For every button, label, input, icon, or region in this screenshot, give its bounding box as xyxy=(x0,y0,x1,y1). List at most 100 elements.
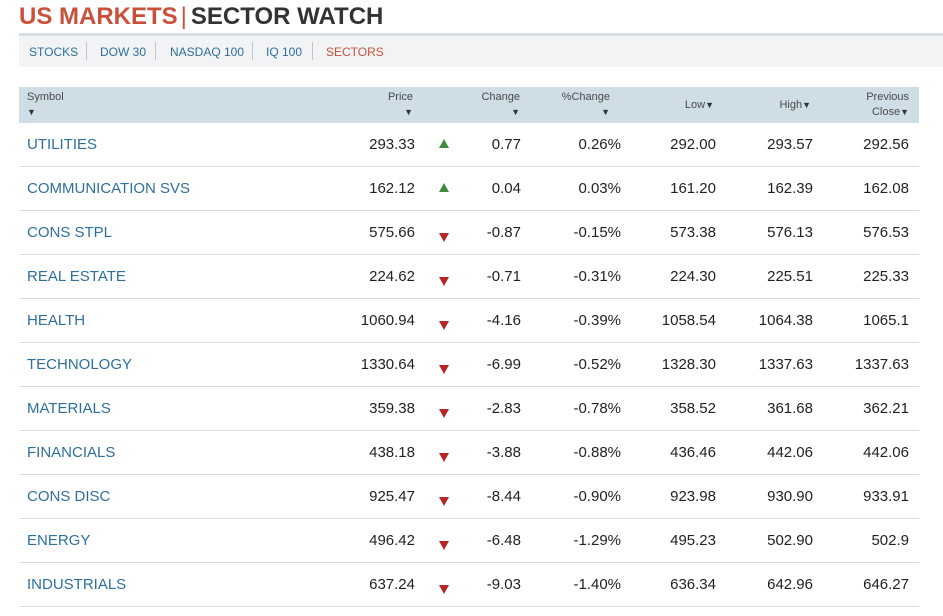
price-cell: 224.62 xyxy=(369,268,415,285)
symbol-link[interactable]: TECHNOLOGY xyxy=(27,356,133,373)
low-cell: 1328.30 xyxy=(661,356,716,373)
title-sector-watch: SECTOR WATCH xyxy=(190,3,384,30)
price-cell: 1060.94 xyxy=(360,312,415,329)
column-header-change[interactable]: Change ▼ xyxy=(481,90,520,120)
previous-close-cell: 1065.1 xyxy=(863,312,909,329)
tab-stocks[interactable]: STOCKS xyxy=(29,45,79,59)
price-cell: 438.18 xyxy=(369,444,415,461)
sort-arrow-icon: ▼ xyxy=(511,107,520,117)
pct-change-cell: 0.03% xyxy=(578,180,621,197)
symbol-link[interactable]: FINANCIALS xyxy=(27,444,116,461)
pct-change-cell: -0.39% xyxy=(573,312,621,329)
column-header-high[interactable]: High▼ xyxy=(779,98,811,113)
low-cell: 1058.54 xyxy=(661,312,716,329)
change-cell: -0.71 xyxy=(486,268,521,285)
tab-iq-100[interactable]: IQ 100 xyxy=(266,45,303,59)
high-cell: 162.39 xyxy=(767,180,813,197)
table-row: REAL ESTATE 224.62 -0.71 -0.31% 224.30 225.51… xyxy=(19,255,919,299)
change-cell: -9.03 xyxy=(486,576,521,593)
previous-close-cell: 933.91 xyxy=(863,488,909,505)
pct-change-cell: -0.88% xyxy=(573,444,621,461)
pct-change-cell: -1.40% xyxy=(573,576,621,593)
change-cell: -4.16 xyxy=(486,312,521,329)
tab-divider xyxy=(312,42,313,60)
change-cell: -2.83 xyxy=(486,400,521,417)
price-cell: 162.12 xyxy=(369,180,415,197)
price-cell: 1330.64 xyxy=(360,356,415,373)
price-cell: 359.38 xyxy=(369,400,415,417)
title-us-markets: US MARKETS xyxy=(19,3,178,30)
symbol-link[interactable]: ENERGY xyxy=(27,532,91,549)
column-label-price: Price xyxy=(387,91,413,103)
column-header-pct-change[interactable]: %Change ▼ xyxy=(562,90,610,120)
previous-close-cell: 502.9 xyxy=(871,532,909,549)
sort-arrow-icon: ▼ xyxy=(404,107,413,117)
low-cell: 495.23 xyxy=(670,532,716,549)
pct-change-cell: 0.26% xyxy=(578,136,621,153)
tab-divider xyxy=(155,42,156,60)
table-row: MATERIALS 359.38 -2.83 -0.78% 358.52 361.68 36… xyxy=(19,387,919,431)
low-cell: 573.38 xyxy=(670,224,716,241)
symbol-link[interactable]: UTILITIES xyxy=(27,136,98,153)
change-cell: -0.87 xyxy=(486,224,521,241)
high-cell: 442.06 xyxy=(767,444,813,461)
high-cell: 642.96 xyxy=(767,576,813,593)
change-cell: 0.77 xyxy=(491,136,521,153)
previous-close-cell: 576.53 xyxy=(863,224,909,241)
up-triangle-icon xyxy=(439,183,449,192)
symbol-link[interactable]: MATERIALS xyxy=(27,400,111,417)
column-header-symbol[interactable]: Symbol ▼ xyxy=(27,90,64,120)
column-label-previous: Previous xyxy=(866,91,909,103)
symbol-link[interactable]: REAL ESTATE xyxy=(27,268,126,285)
page-title: US MARKETS | SECTOR WATCH xyxy=(19,3,383,31)
change-cell: 0.04 xyxy=(491,180,521,197)
symbol-link[interactable]: CONS DISC xyxy=(27,488,111,505)
tab-sectors[interactable]: SECTORS xyxy=(326,45,384,59)
table-row: TECHNOLOGY 1330.64 -6.99 -0.52% 1328.30 1337.… xyxy=(19,343,919,387)
low-cell: 436.46 xyxy=(670,444,716,461)
price-cell: 637.24 xyxy=(369,576,415,593)
table-row: FINANCIALS 438.18 -3.88 -0.88% 436.46 442.06 4… xyxy=(19,431,919,475)
high-cell: 1064.38 xyxy=(758,312,813,329)
high-cell: 361.68 xyxy=(767,400,813,417)
low-cell: 224.30 xyxy=(670,268,716,285)
high-cell: 930.90 xyxy=(767,488,813,505)
low-cell: 292.00 xyxy=(670,136,716,153)
column-header-price[interactable]: Price ▼ xyxy=(388,90,413,120)
change-cell: -6.48 xyxy=(486,532,521,549)
price-cell: 925.47 xyxy=(369,488,415,505)
down-triangle-icon xyxy=(439,497,449,506)
pct-change-cell: -0.31% xyxy=(573,268,621,285)
table-row: CONS STPL 575.66 -0.87 -0.15% 573.38 576.13 57… xyxy=(19,211,919,255)
column-label-close: Close xyxy=(871,106,901,118)
title-separator: | xyxy=(180,3,187,30)
symbol-link[interactable]: HEALTH xyxy=(27,312,86,329)
pct-change-cell: -0.52% xyxy=(573,356,621,373)
tab-dow-30[interactable]: DOW 30 xyxy=(100,45,147,59)
down-triangle-icon xyxy=(439,321,449,330)
tab-nasdaq-100[interactable]: NASDAQ 100 xyxy=(170,45,245,59)
symbol-link[interactable]: INDUSTRIALS xyxy=(27,576,127,593)
sort-arrow-icon: ▼ xyxy=(27,107,36,117)
table-row: COMMUNICATION SVS 162.12 0.04 0.03% 161.20 16… xyxy=(19,167,919,211)
down-triangle-icon xyxy=(439,277,449,286)
pct-change-cell: -0.15% xyxy=(573,224,621,241)
column-label-change: Change xyxy=(481,91,520,103)
high-cell: 293.57 xyxy=(767,136,813,153)
up-triangle-icon xyxy=(439,139,449,148)
symbol-link[interactable]: COMMUNICATION SVS xyxy=(27,180,191,197)
table-row: CONS DISC 925.47 -8.44 -0.90% 923.98 930.90 93… xyxy=(19,475,919,519)
column-label-symbol: Symbol xyxy=(27,91,64,103)
column-header-low[interactable]: Low▼ xyxy=(685,98,714,113)
change-cell: -8.44 xyxy=(486,488,521,505)
column-header-previous-close[interactable]: Previous Close▼ xyxy=(866,90,909,120)
price-cell: 496.42 xyxy=(369,532,415,549)
table-row: HEALTH 1060.94 -4.16 -0.39% 1058.54 1064.38 10… xyxy=(19,299,919,343)
pct-change-cell: -0.78% xyxy=(573,400,621,417)
table-row: ENERGY 496.42 -6.48 -1.29% 495.23 502.90 502.9 xyxy=(19,519,919,563)
high-cell: 502.90 xyxy=(767,532,813,549)
column-label-high: High xyxy=(779,99,803,111)
previous-close-cell: 162.08 xyxy=(863,180,909,197)
price-cell: 575.66 xyxy=(369,224,415,241)
symbol-link[interactable]: CONS STPL xyxy=(27,224,113,241)
